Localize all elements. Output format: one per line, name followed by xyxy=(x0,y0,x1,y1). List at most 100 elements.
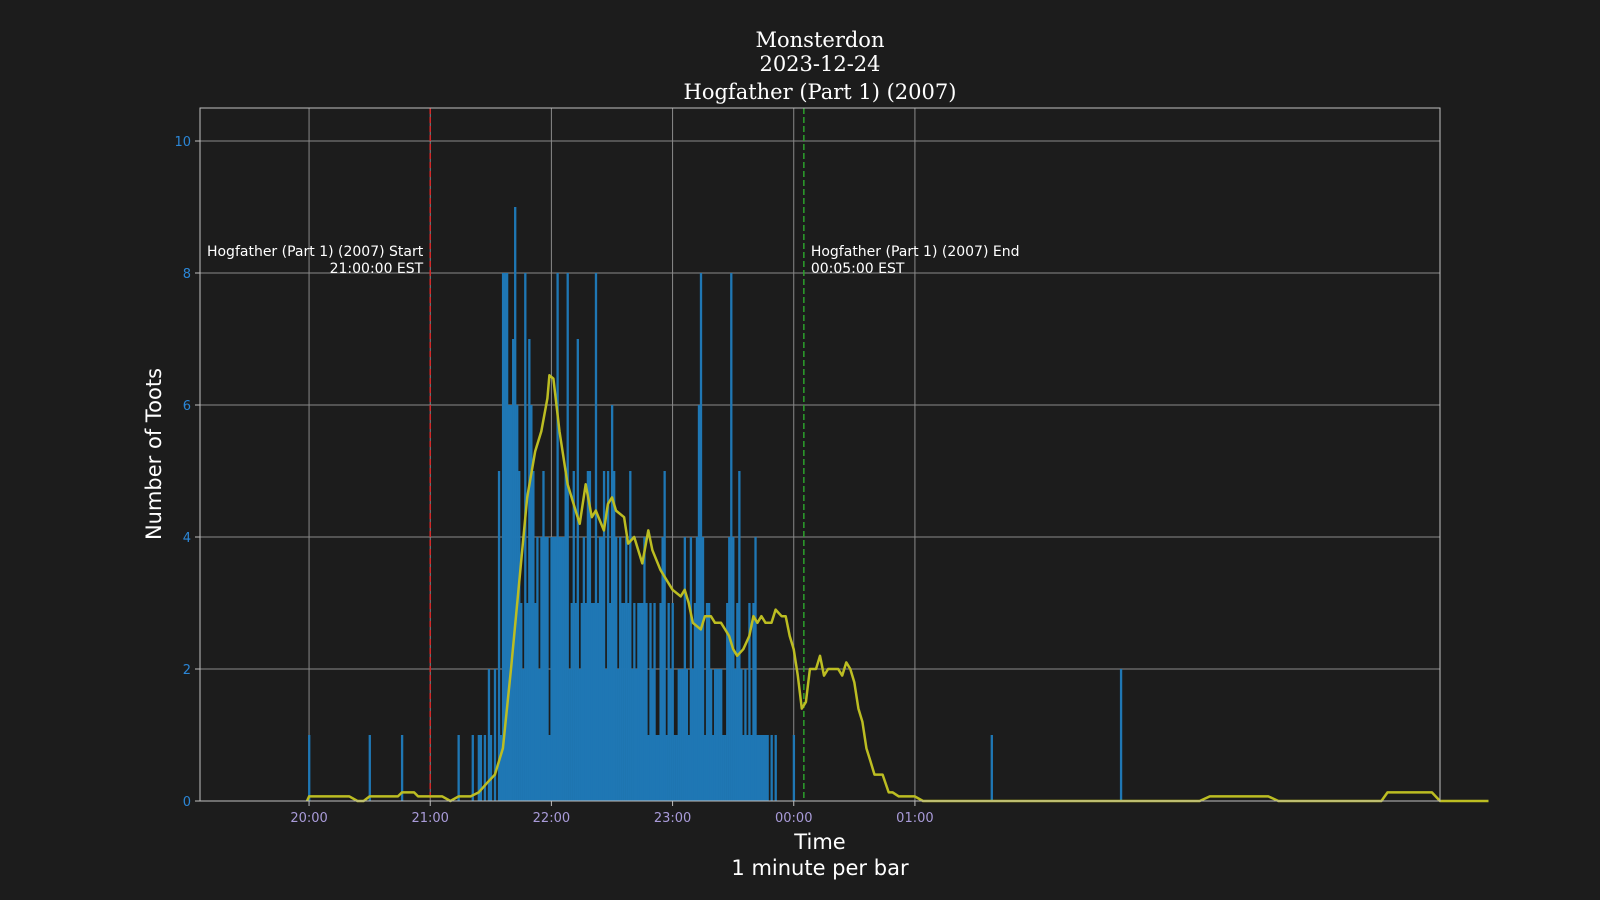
x-tick-label: 00:00 xyxy=(775,811,812,826)
toot-bar xyxy=(718,669,721,801)
toot-bar xyxy=(308,735,311,801)
toot-bar xyxy=(671,603,674,801)
toot-bar xyxy=(501,273,505,801)
y-tick-label: 6 xyxy=(183,399,191,414)
toot-bar xyxy=(505,273,509,801)
toot-bar xyxy=(550,537,553,801)
toot-bar xyxy=(709,669,713,801)
toot-bar xyxy=(568,669,571,801)
toot-bar xyxy=(596,603,600,801)
toot-bar xyxy=(705,603,709,801)
toot-bar xyxy=(1119,669,1123,801)
x-tick-label: 21:00 xyxy=(411,811,448,826)
toot-bar xyxy=(471,735,474,801)
toot-bar xyxy=(697,405,701,801)
toot-bar xyxy=(538,669,541,801)
event-time-label: 21:00:00 EST xyxy=(330,261,424,277)
event-annotations: Hogfather (Part 1) (2007) Start21:00:00 … xyxy=(207,244,1020,277)
toot-bar xyxy=(629,471,632,801)
toot-bar xyxy=(558,537,561,801)
toot-bar xyxy=(738,471,741,801)
toot-bar xyxy=(754,537,757,801)
toot-bar xyxy=(584,603,588,801)
toot-bar xyxy=(576,339,579,801)
toot-bar xyxy=(499,735,503,801)
toot-bar xyxy=(532,471,535,801)
toot-bar xyxy=(625,537,628,801)
toot-bar xyxy=(657,735,660,801)
toot-bar xyxy=(667,603,670,801)
toot-bar xyxy=(639,603,642,801)
toot-bar xyxy=(574,603,577,801)
x-tick-label: 22:00 xyxy=(533,811,570,826)
toot-bar xyxy=(526,603,529,801)
toot-bar xyxy=(990,735,993,801)
toot-bar xyxy=(687,735,691,801)
toot-bar xyxy=(592,603,596,801)
x-axis-label: Time xyxy=(793,830,845,854)
x-axis-sublabel: 1 minute per bar xyxy=(731,856,909,880)
toot-bar xyxy=(594,273,598,801)
toot-bar xyxy=(606,471,610,801)
toot-bar xyxy=(760,735,763,801)
toot-bar xyxy=(653,603,656,801)
toot-bar xyxy=(689,537,693,801)
toot-bar xyxy=(695,537,699,801)
toot-bar xyxy=(514,207,517,801)
toot-bar xyxy=(556,273,559,801)
toot-bar xyxy=(544,537,547,801)
toot-bar xyxy=(570,603,573,801)
chart-title-line-2: 2023-12-24 xyxy=(759,52,880,76)
toot-bar xyxy=(730,273,733,801)
toot-bar xyxy=(457,735,460,801)
event-label: Hogfather (Part 1) (2007) Start xyxy=(207,244,424,260)
toot-bar xyxy=(564,471,567,801)
x-axis-ticks: 20:00 21:00 22:00 23:00 00:00 01:00 xyxy=(290,801,934,826)
grid-lines xyxy=(200,108,1440,802)
toot-bar xyxy=(647,735,650,801)
toot-bar xyxy=(643,537,646,801)
y-tick-label: 0 xyxy=(183,795,191,810)
toot-bar xyxy=(724,735,727,801)
toot-bar xyxy=(756,735,759,801)
bar-series xyxy=(308,207,1123,801)
event-label: Hogfather (Part 1) (2007) End xyxy=(811,244,1020,260)
toot-bar xyxy=(554,537,557,801)
toot-bar xyxy=(608,603,612,801)
toot-bar xyxy=(764,735,767,801)
toot-bar xyxy=(600,537,604,801)
toot-bar xyxy=(659,603,662,801)
toot-bar xyxy=(546,537,549,801)
toot-bar xyxy=(707,603,711,801)
toot-bar xyxy=(483,735,487,801)
toot-bar xyxy=(673,735,676,801)
toot-bar xyxy=(732,537,735,801)
event-time-label: 00:05:00 EST xyxy=(811,261,905,277)
toot-bar xyxy=(497,471,501,801)
toot-bar xyxy=(722,735,725,801)
toot-bar xyxy=(479,735,483,801)
x-tick-label: 20:00 xyxy=(290,811,327,826)
toot-bar xyxy=(663,471,666,801)
toot-bar xyxy=(562,537,565,801)
toot-bar xyxy=(536,537,539,801)
toot-bar xyxy=(528,339,531,801)
toot-bar xyxy=(677,669,680,801)
toot-bar xyxy=(621,603,624,801)
toot-bar xyxy=(586,471,590,801)
toot-bar xyxy=(507,405,511,801)
toot-bar xyxy=(477,735,481,801)
y-tick-label: 2 xyxy=(183,663,191,678)
toot-bar xyxy=(728,537,731,801)
toot-bar xyxy=(675,735,678,801)
toot-bar xyxy=(617,669,620,801)
moving-average-series xyxy=(305,374,1489,803)
toot-bar xyxy=(619,537,622,801)
toot-bar xyxy=(522,669,525,801)
toot-bar xyxy=(510,405,513,801)
toot-bar xyxy=(792,735,796,801)
toot-bar xyxy=(734,669,737,801)
toot-bar xyxy=(578,669,581,801)
toot-bar xyxy=(572,471,575,801)
chart-title-line-1: Monsterdon xyxy=(756,28,885,52)
